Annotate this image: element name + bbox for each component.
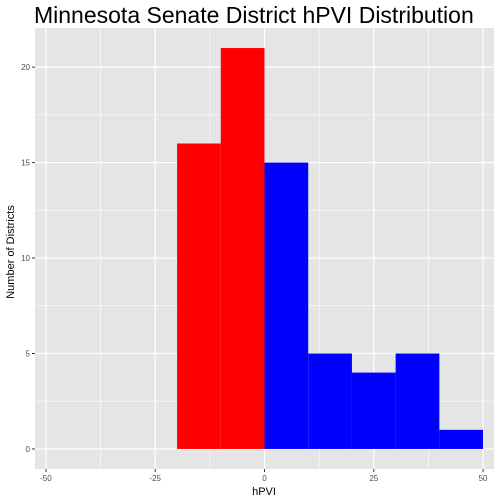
x-axis-title: hPVI (252, 486, 276, 498)
x-tick-label: -50 (40, 474, 52, 483)
histogram-bar (220, 48, 265, 449)
y-tick-label: 5 (26, 350, 31, 359)
histogram-bar (439, 429, 484, 449)
histogram-bar (264, 162, 309, 449)
histogram-bar (308, 353, 352, 449)
y-tick-label: 10 (21, 254, 30, 263)
histogram-bars (177, 48, 484, 449)
x-tick-label: 50 (479, 474, 488, 483)
histogram-bar (395, 353, 440, 449)
y-tick-label: 20 (21, 63, 30, 72)
histogram-bar (351, 372, 396, 449)
y-tick-label: 15 (21, 159, 30, 168)
histogram-bar (177, 143, 221, 449)
x-axis-ticks: -50 -25 0 25 50 (40, 469, 488, 483)
y-axis-ticks: 0 5 10 15 20 (21, 63, 35, 454)
chart-title: Minnesota Senate District hPVI Distribut… (34, 2, 474, 28)
x-tick-label: 0 (262, 474, 267, 483)
x-tick-label: -25 (149, 474, 161, 483)
x-tick-label: 25 (369, 474, 378, 483)
y-tick-label: 0 (26, 445, 31, 454)
